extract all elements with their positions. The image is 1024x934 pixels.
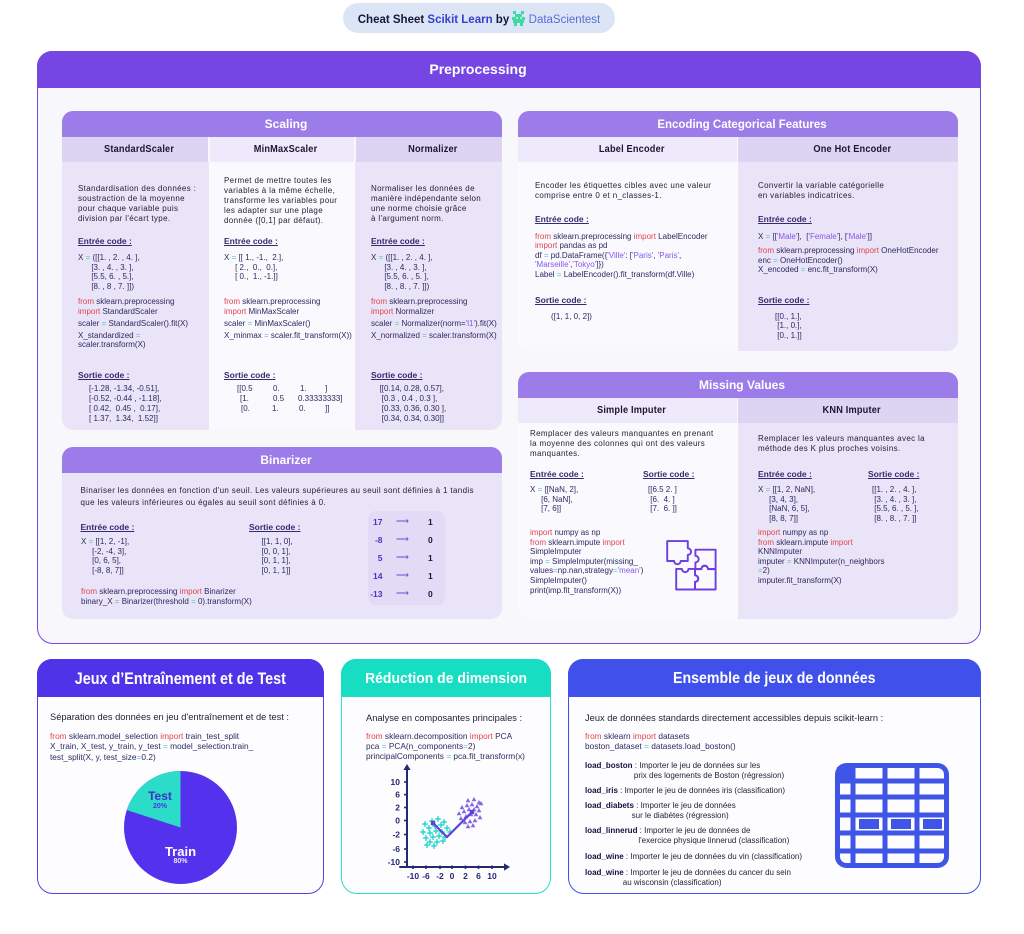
svg-text:-2: -2	[436, 871, 444, 881]
svg-text:0: 0	[450, 871, 455, 881]
svg-text:10: 10	[391, 777, 401, 787]
svg-text:-6: -6	[422, 871, 430, 881]
svg-text:6: 6	[395, 790, 400, 800]
svg-text:2: 2	[463, 871, 468, 881]
svg-text:-10: -10	[388, 857, 401, 867]
svg-text:6: 6	[476, 871, 481, 881]
svg-text:-6: -6	[392, 844, 400, 854]
svg-text:2: 2	[395, 803, 400, 813]
svg-text:-2: -2	[392, 830, 400, 840]
svg-text:0: 0	[395, 816, 400, 826]
svg-text:10: 10	[487, 871, 497, 881]
svg-text:-10: -10	[407, 871, 420, 881]
